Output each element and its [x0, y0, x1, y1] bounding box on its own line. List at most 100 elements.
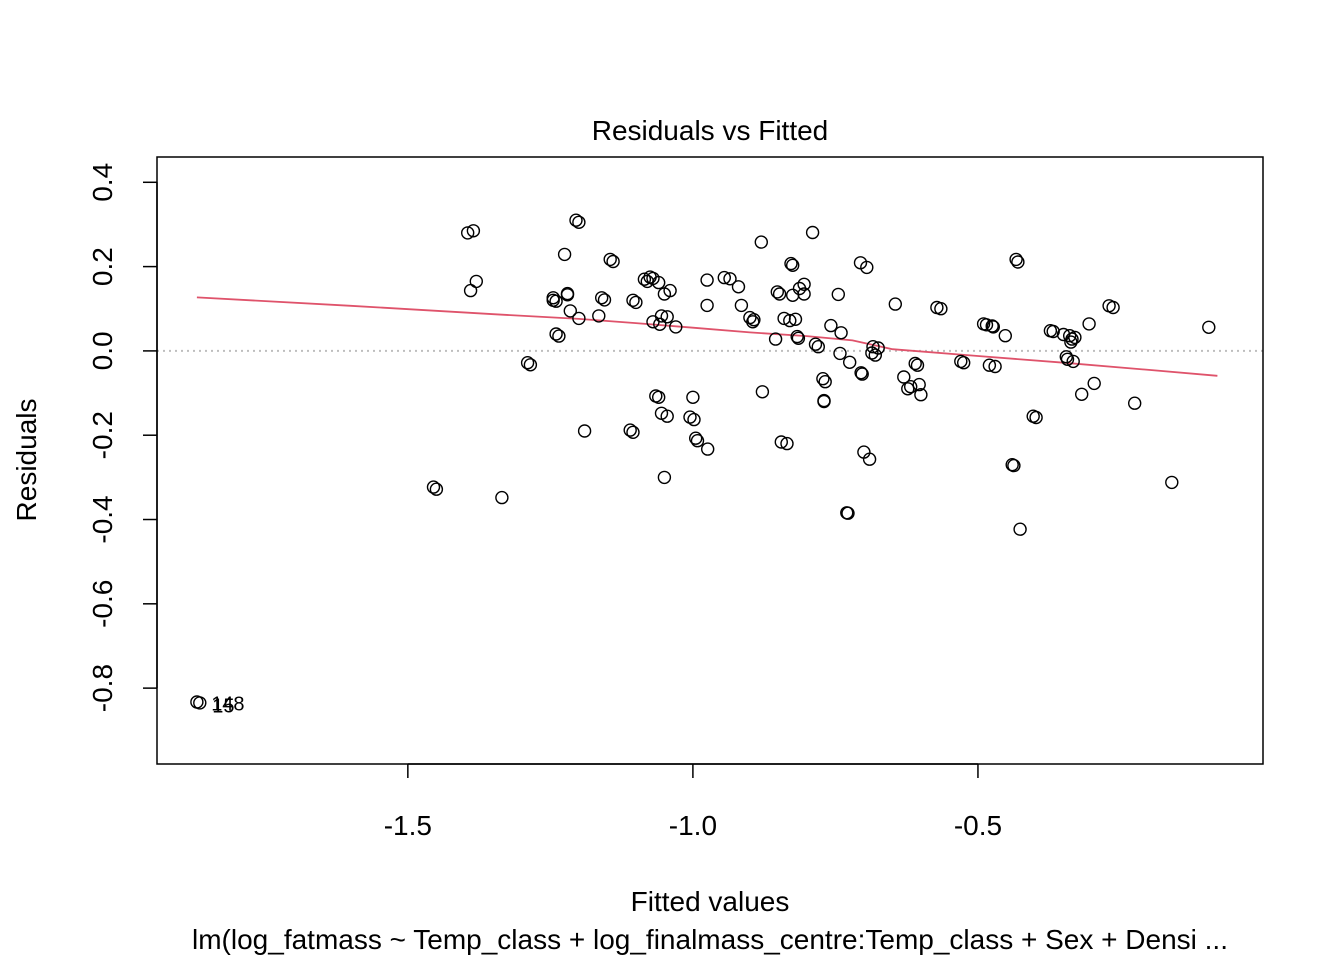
residual-point — [657, 470, 672, 485]
residual-point — [1165, 475, 1179, 490]
y-tick-label: -0.6 — [87, 580, 118, 628]
residual-point — [495, 490, 509, 505]
residual-point — [572, 215, 586, 230]
residual-point — [597, 293, 612, 307]
residual-point — [811, 340, 825, 354]
residual-point — [774, 435, 788, 449]
y-tick-label: -0.4 — [87, 495, 118, 543]
residual-point — [701, 442, 715, 456]
residual-point — [784, 256, 798, 271]
residual-point — [577, 424, 592, 438]
residual-point — [998, 329, 1012, 343]
residual-point — [1087, 376, 1101, 391]
residual-point — [770, 285, 784, 299]
y-axis: -0.8 -0.6 -0.4 -0.2 0.0 0.2 0.4 — [87, 163, 158, 712]
residual-point — [868, 348, 882, 362]
residual-point — [862, 452, 877, 466]
residual-point — [1106, 300, 1120, 315]
residual-point — [1082, 317, 1096, 331]
residual-point — [1202, 320, 1216, 334]
residual-point — [1009, 252, 1023, 267]
residual-point — [1007, 458, 1021, 473]
residual-point — [957, 356, 971, 370]
residual-point — [595, 291, 609, 305]
residual-point — [755, 385, 770, 399]
residual-point — [520, 356, 535, 370]
residual-point — [569, 213, 583, 227]
model-formula-subtitle: lm(log_fatmass ~ Temp_class + log_finalm… — [192, 924, 1228, 955]
residual-point — [808, 337, 823, 351]
residual-point — [687, 412, 701, 427]
residual-point — [669, 320, 683, 334]
residual-point — [860, 260, 874, 275]
residual-point — [1011, 255, 1025, 269]
y-tick-label: 0.2 — [87, 247, 118, 286]
residual-point — [747, 313, 761, 327]
residual-point — [700, 273, 714, 287]
residual-point — [817, 394, 831, 409]
residual-point — [563, 304, 577, 318]
residual-point — [572, 311, 586, 326]
residual-point — [768, 332, 783, 346]
residual-point — [934, 302, 948, 316]
residual-point — [557, 247, 572, 262]
residual-point — [689, 431, 703, 445]
residual-point — [986, 320, 1000, 334]
residual-point — [831, 287, 845, 302]
residual-point — [461, 226, 475, 240]
residual-point — [429, 482, 444, 496]
residual-point — [912, 377, 926, 392]
residual-point — [1066, 354, 1080, 369]
residual-point — [788, 312, 803, 326]
residual-point — [985, 319, 999, 333]
residual-point — [660, 409, 674, 423]
residual-point — [731, 280, 746, 294]
x-axis-label: Fitted values — [631, 886, 790, 917]
residual-point — [1127, 396, 1142, 410]
residual-point — [805, 225, 820, 240]
residual-point — [560, 288, 575, 302]
residual-point — [523, 358, 538, 372]
residual-point — [855, 367, 869, 381]
residual-point — [549, 327, 563, 341]
residual-point — [871, 341, 885, 355]
residual-point — [979, 318, 994, 332]
x-tick-label: -1.5 — [384, 810, 432, 841]
residual-point — [897, 370, 911, 384]
residual-point — [910, 358, 925, 372]
residual-point — [193, 696, 207, 710]
residual-point — [717, 270, 731, 285]
x-tick-label: -1.0 — [669, 810, 717, 841]
residual-point — [908, 356, 922, 371]
residual-point — [988, 359, 1002, 374]
residual-point — [734, 298, 749, 313]
residual-point — [592, 309, 606, 323]
residual-point — [816, 372, 830, 386]
residual-point — [654, 309, 669, 323]
residual-point — [866, 340, 880, 354]
outlier-point-label: 15 — [212, 696, 234, 718]
residual-point — [690, 434, 705, 448]
y-tick-label: 0.4 — [87, 163, 118, 202]
residual-point — [426, 480, 441, 494]
residual-point — [888, 297, 902, 311]
residual-point — [623, 423, 637, 437]
residual-point — [843, 355, 857, 369]
residual-point — [552, 329, 566, 343]
residual-point — [723, 272, 737, 286]
residual-point — [797, 287, 811, 301]
residual-point — [797, 277, 811, 291]
residual-point — [603, 252, 617, 267]
points-layer — [190, 213, 1216, 710]
residual-point — [783, 313, 797, 328]
residual-point — [1013, 522, 1027, 536]
y-tick-label: 0.0 — [87, 331, 118, 370]
residual-point — [1029, 410, 1043, 425]
residual-point — [549, 294, 563, 308]
residual-point — [786, 258, 800, 272]
residual-point — [1062, 329, 1077, 343]
residual-point — [901, 382, 915, 396]
